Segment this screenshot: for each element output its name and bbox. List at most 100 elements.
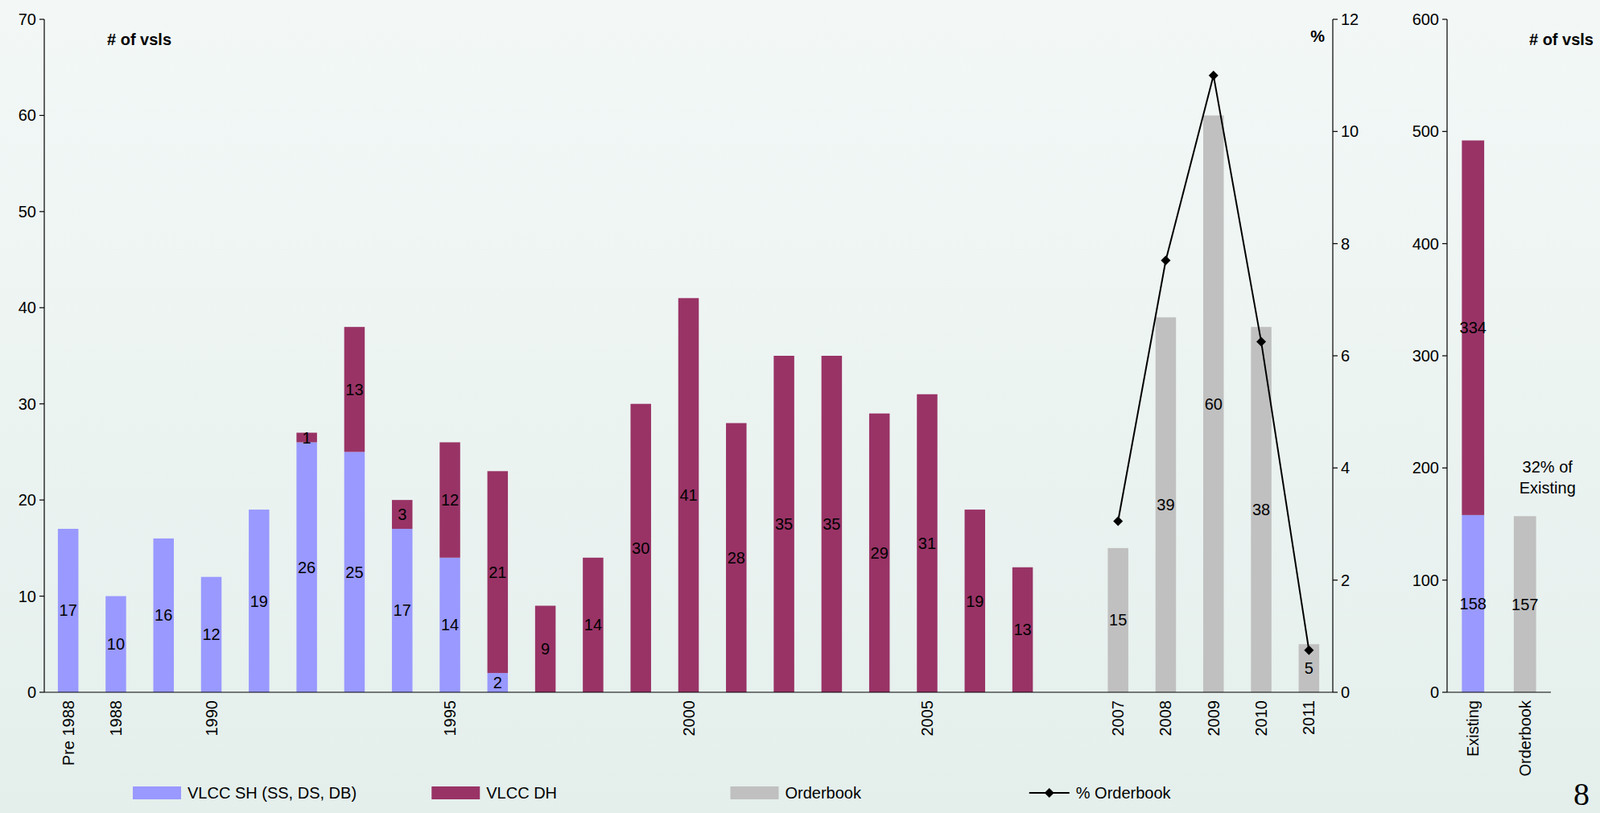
legend-swatch <box>730 786 780 800</box>
data-labels: 1710161219262517142113312219143041283535… <box>59 380 1314 692</box>
marker <box>1113 516 1123 527</box>
x-tick-label: 1995 <box>441 700 459 737</box>
annotation-line: Existing <box>1519 478 1576 497</box>
y-tick-label: 500 <box>1412 122 1440 141</box>
y-tick-label: 20 <box>18 490 37 509</box>
x-axis-line <box>44 691 1333 693</box>
y-tick <box>1442 354 1448 356</box>
y2-tick-label: 6 <box>1340 346 1350 365</box>
data-label: 41 <box>679 486 697 504</box>
y2-tick-label: 2 <box>1340 571 1350 590</box>
y-tick <box>39 499 45 501</box>
marker <box>1303 645 1314 656</box>
data-label: 17 <box>59 601 78 619</box>
bar <box>57 528 79 693</box>
y-tick <box>39 18 45 20</box>
x-tick-label: 1990 <box>202 700 221 737</box>
legend-label: VLCC SH (SS, DS, DB) <box>187 783 357 802</box>
x-axis-line <box>1447 691 1551 693</box>
data-label: 30 <box>631 539 650 557</box>
y2-tick <box>1332 131 1338 132</box>
y-tick <box>1442 131 1448 132</box>
x-tick-label: Pre 1988 <box>59 700 78 766</box>
data-label: 26 <box>297 558 316 577</box>
page-number: 8 <box>1573 775 1590 813</box>
bar <box>248 509 269 693</box>
bar <box>1250 326 1271 693</box>
bar <box>582 557 603 693</box>
y-tick-label: 30 <box>18 395 37 413</box>
y2-tick <box>1332 243 1338 244</box>
data-label: 1 <box>302 428 312 447</box>
y-tick <box>39 115 45 116</box>
y2-tick-label: 4 <box>1340 458 1350 477</box>
legend: VLCC SH (SS, DS, DB)VLCC DHOrderbook% Or… <box>132 783 1172 802</box>
x-tick-label: 2000 <box>680 700 698 737</box>
legend-swatch <box>431 786 480 800</box>
data-label: 12 <box>441 490 459 509</box>
data-label: 5 <box>1304 659 1314 677</box>
bar <box>630 404 651 693</box>
bar <box>391 499 413 529</box>
annotation-line: 32% of <box>1522 457 1574 476</box>
axes: 0100200300400500600ExistingOrderbook <box>1412 10 1551 777</box>
x-tick-label: Existing <box>1463 700 1482 757</box>
data-label: 13 <box>345 380 363 399</box>
y2-tick-label: 0 <box>1340 683 1350 702</box>
legend-label: VLCC DH <box>486 783 557 802</box>
data-label: 9 <box>540 639 550 658</box>
plot-marks <box>57 70 1320 693</box>
y2-tick <box>1332 691 1338 693</box>
x-tick-label: 2009 <box>1204 700 1223 737</box>
y2-tick <box>1332 579 1338 581</box>
bar <box>1012 567 1033 693</box>
chart-canvas: 1710161219262517142113312219143041283535… <box>0 0 1600 813</box>
y-axis-title: # of vsls <box>107 30 172 49</box>
bar <box>725 423 747 693</box>
y-tick <box>1442 691 1448 693</box>
y-tick <box>39 210 45 212</box>
bar <box>1107 548 1128 693</box>
marker <box>1256 337 1266 347</box>
y-tick-label: 200 <box>1412 458 1440 477</box>
x-tick-label: 2005 <box>918 700 937 737</box>
bar <box>869 413 890 693</box>
y-tick-label: 400 <box>1412 235 1440 253</box>
y2-tick <box>1332 467 1338 469</box>
bar <box>487 470 508 673</box>
y-tick-label: 10 <box>18 587 37 606</box>
data-label: 17 <box>393 601 412 619</box>
y-tick-label: 0 <box>1430 683 1440 702</box>
bar <box>344 326 365 452</box>
data-label: 12 <box>202 625 220 644</box>
bar <box>964 509 986 693</box>
bar <box>391 528 413 693</box>
y-tick <box>1442 243 1448 244</box>
y-tick-label: 600 <box>1412 10 1440 29</box>
y2-axis-title: % <box>1310 27 1325 46</box>
data-label: 25 <box>345 563 363 582</box>
y-axis-line <box>43 19 45 693</box>
y-tick <box>1442 18 1448 20</box>
bar <box>916 394 937 693</box>
line <box>1117 75 1309 651</box>
data-label: 14 <box>584 615 603 634</box>
legend-swatch <box>1044 787 1055 798</box>
bar <box>1203 115 1224 693</box>
bar <box>105 596 126 693</box>
y-tick <box>39 691 45 693</box>
axes: 010203040506070024681012Pre 198819881990… <box>18 10 1360 766</box>
x-tick-label: Orderbook <box>1516 699 1535 776</box>
bar <box>678 297 699 693</box>
data-label: 13 <box>1013 620 1031 639</box>
data-label: 158 <box>1459 594 1487 613</box>
bar <box>344 451 365 693</box>
data-label: 31 <box>918 534 937 553</box>
legend-label: % Orderbook <box>1076 783 1172 802</box>
marker <box>1160 255 1171 266</box>
bar <box>773 355 794 693</box>
bar <box>152 538 174 693</box>
y-tick <box>1442 467 1448 469</box>
y2-tick <box>1332 18 1338 20</box>
marker <box>1208 70 1219 81</box>
